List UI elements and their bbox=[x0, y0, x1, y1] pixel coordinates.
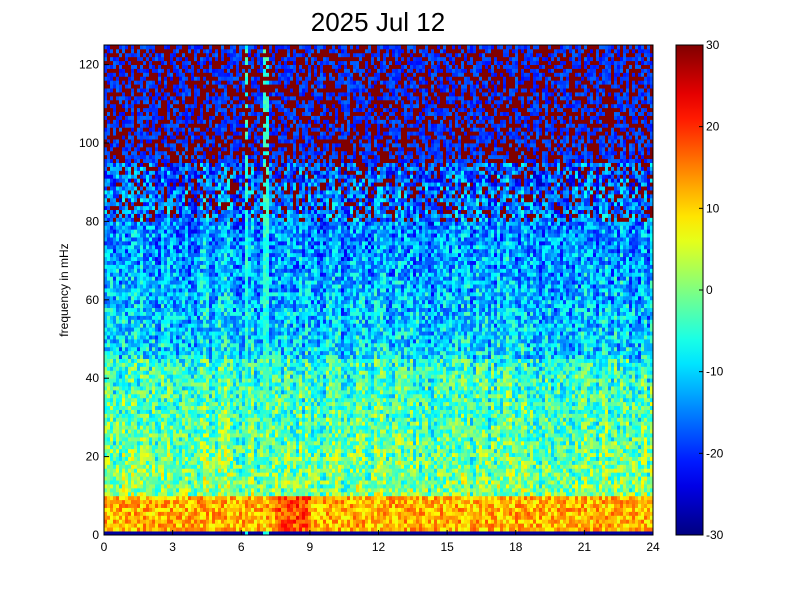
x-tick-label: 21 bbox=[578, 540, 592, 554]
colorbar-tick-label: -30 bbox=[706, 528, 724, 542]
y-tick-label: 20 bbox=[86, 450, 100, 464]
colorbar-gradient bbox=[675, 44, 704, 536]
y-tick-label: 100 bbox=[79, 136, 99, 150]
y-tick-label: 120 bbox=[79, 58, 99, 72]
y-tick-label: 40 bbox=[86, 371, 100, 385]
y-tick-label: 60 bbox=[86, 293, 100, 307]
y-axis-label: frequency in mHz bbox=[57, 243, 71, 336]
colorbar-ticks: 30 20 10 0 -10 -20 -30 bbox=[699, 38, 724, 542]
y-axis: 0 20 40 60 80 100 120 bbox=[79, 58, 109, 542]
x-tick-label: 12 bbox=[372, 540, 386, 554]
colorbar: 30 20 10 0 -10 -20 -30 bbox=[675, 38, 724, 542]
colorbar-tick-label: 0 bbox=[706, 283, 713, 297]
y-tick-label: 0 bbox=[92, 528, 99, 542]
colorbar-tick-label: 20 bbox=[706, 120, 720, 134]
y-tick-label: 80 bbox=[86, 214, 100, 228]
chart-title: 2025 Jul 12 bbox=[311, 7, 445, 37]
colorbar-tick-label: 10 bbox=[706, 201, 720, 215]
heatmap-cells bbox=[104, 45, 654, 536]
x-tick-label: 6 bbox=[238, 540, 245, 554]
x-tick-label: 3 bbox=[169, 540, 176, 554]
x-tick-label: 18 bbox=[509, 540, 523, 554]
colorbar-tick-label: -20 bbox=[706, 446, 724, 460]
x-tick-label: 15 bbox=[440, 540, 454, 554]
colorbar-tick-label: 30 bbox=[706, 38, 720, 52]
plot-area bbox=[103, 44, 654, 536]
x-axis: 0 3 6 9 12 15 18 21 24 bbox=[101, 530, 660, 554]
x-tick-label: 0 bbox=[101, 540, 108, 554]
x-tick-label: 9 bbox=[307, 540, 314, 554]
colorbar-tick-label: -10 bbox=[706, 365, 724, 379]
x-tick-label: 24 bbox=[646, 540, 660, 554]
